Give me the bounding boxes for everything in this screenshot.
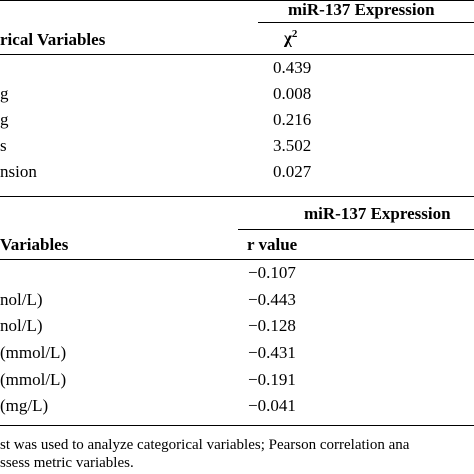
table1-row-label: nsion (0, 162, 37, 181)
table1-row-label: g (0, 110, 9, 129)
table1-col-header-variables: rical Variables (0, 30, 106, 49)
table1-row-label: g (0, 84, 9, 103)
table2-row-label: (mmol/L) (0, 343, 67, 362)
table2-row-value: −0.443 (248, 290, 296, 309)
table1-bottom-rule (0, 196, 474, 197)
table2-row-label: (mg/L) (0, 396, 49, 415)
table1-row-value: 0.439 (273, 58, 312, 77)
table2-row-value: −0.128 (248, 316, 296, 335)
table2-row-value: −0.431 (248, 343, 296, 362)
table1-row-value: 0.027 (273, 162, 312, 181)
table2-col-header-r-value: r value (247, 235, 298, 254)
table2-group-rule (238, 229, 474, 230)
table1-header-rule (0, 54, 474, 55)
table1-group-rule (258, 22, 474, 23)
table2-row-value: −0.191 (248, 370, 296, 389)
chi-symbol: χ (284, 28, 292, 48)
table2-group-header: miR-137 Expression (304, 204, 451, 223)
table1-row-value: 0.216 (273, 110, 312, 129)
table1-row-value: 3.502 (273, 136, 312, 155)
table2-row-label: nol/L) (0, 316, 43, 335)
table1-top-rule (0, 0, 474, 1)
table2-row-label: (mmol/L) (0, 370, 67, 389)
table1-row-value: 0.008 (273, 84, 312, 103)
table2-header-rule (0, 259, 474, 260)
table2-row-value: −0.041 (248, 396, 296, 415)
table1-group-header: miR-137 Expression (288, 0, 435, 19)
table1-col-header-chi-square: χ2 (284, 28, 297, 49)
chi-superscript: 2 (291, 28, 298, 40)
table2-bottom-rule (0, 425, 474, 426)
table2-row-value: −0.107 (248, 263, 296, 282)
table2-col-header-variables: Variables (0, 235, 69, 254)
table1-row-label: s (0, 136, 7, 155)
footnote-line-2: ssess metric variables. (0, 455, 134, 471)
table2-row-label: nol/L) (0, 290, 43, 309)
footnote-line-1: st was used to analyze categorical varia… (0, 437, 410, 453)
